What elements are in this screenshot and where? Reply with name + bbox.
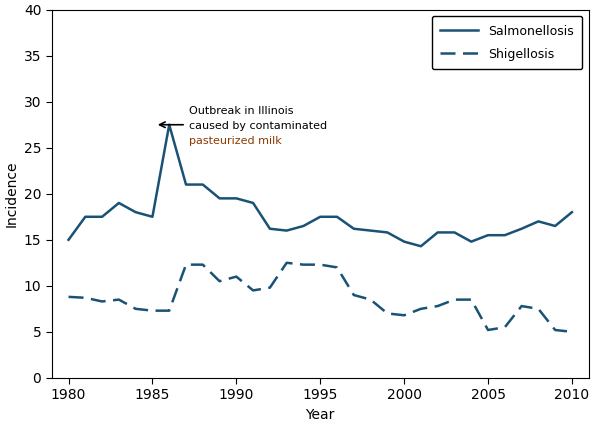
Shigellosis (216, 279, 223, 284)
Salmonellosis (535, 219, 542, 224)
Salmonellosis (65, 237, 72, 242)
Salmonellosis (451, 230, 458, 235)
Shigellosis (518, 303, 525, 308)
Shigellosis (166, 308, 173, 313)
Salmonellosis (82, 214, 89, 219)
Salmonellosis (367, 228, 374, 233)
Salmonellosis (468, 239, 475, 244)
Salmonellosis (485, 233, 492, 238)
Shigellosis (82, 295, 89, 300)
Salmonellosis (316, 214, 324, 219)
Shigellosis (501, 325, 508, 330)
Salmonellosis (401, 239, 408, 244)
Shigellosis (535, 306, 542, 311)
Salmonellosis (384, 230, 391, 235)
Shigellosis (401, 313, 408, 318)
Legend: Salmonellosis, Shigellosis: Salmonellosis, Shigellosis (432, 16, 582, 69)
Shigellosis (233, 274, 240, 279)
Shigellosis (316, 262, 324, 267)
Salmonellosis (300, 223, 307, 228)
Salmonellosis (266, 226, 274, 231)
Shigellosis (182, 262, 190, 267)
Shigellosis (485, 328, 492, 333)
Salmonellosis (199, 182, 206, 187)
Salmonellosis (166, 122, 173, 127)
Shigellosis (266, 285, 274, 290)
Salmonellosis (250, 200, 257, 205)
Shigellosis (451, 297, 458, 302)
Salmonellosis (518, 226, 525, 231)
Shigellosis (149, 308, 156, 313)
Salmonellosis (551, 223, 558, 228)
Salmonellosis (216, 196, 223, 201)
Shigellosis (115, 297, 122, 302)
Shigellosis (384, 311, 391, 316)
Shigellosis (250, 288, 257, 293)
Line: Shigellosis: Shigellosis (69, 263, 572, 332)
Shigellosis (551, 328, 558, 333)
Salmonellosis (283, 228, 290, 233)
Salmonellosis (98, 214, 105, 219)
Shigellosis (417, 306, 424, 311)
Salmonellosis (350, 226, 358, 231)
Salmonellosis (417, 244, 424, 249)
Salmonellosis (501, 233, 508, 238)
Salmonellosis (333, 214, 340, 219)
Shigellosis (199, 262, 206, 267)
Shigellosis (569, 329, 576, 334)
Line: Salmonellosis: Salmonellosis (69, 125, 572, 246)
Salmonellosis (233, 196, 240, 201)
Y-axis label: Incidence: Incidence (4, 161, 18, 227)
X-axis label: Year: Year (306, 408, 335, 422)
Salmonellosis (434, 230, 441, 235)
Text: pasteurized milk: pasteurized milk (190, 136, 282, 146)
Shigellosis (300, 262, 307, 267)
Shigellosis (333, 265, 340, 270)
Shigellosis (434, 303, 441, 308)
Shigellosis (98, 299, 105, 304)
Salmonellosis (115, 200, 122, 205)
Shigellosis (283, 260, 290, 265)
Salmonellosis (569, 210, 576, 215)
Salmonellosis (149, 214, 156, 219)
Shigellosis (65, 294, 72, 299)
Text: Outbreak in Illinois: Outbreak in Illinois (190, 106, 294, 116)
Shigellosis (350, 293, 358, 298)
Shigellosis (367, 297, 374, 302)
Text: caused by contaminated: caused by contaminated (190, 121, 327, 131)
Shigellosis (132, 306, 139, 311)
Shigellosis (468, 297, 475, 302)
Salmonellosis (182, 182, 190, 187)
Salmonellosis (132, 210, 139, 215)
